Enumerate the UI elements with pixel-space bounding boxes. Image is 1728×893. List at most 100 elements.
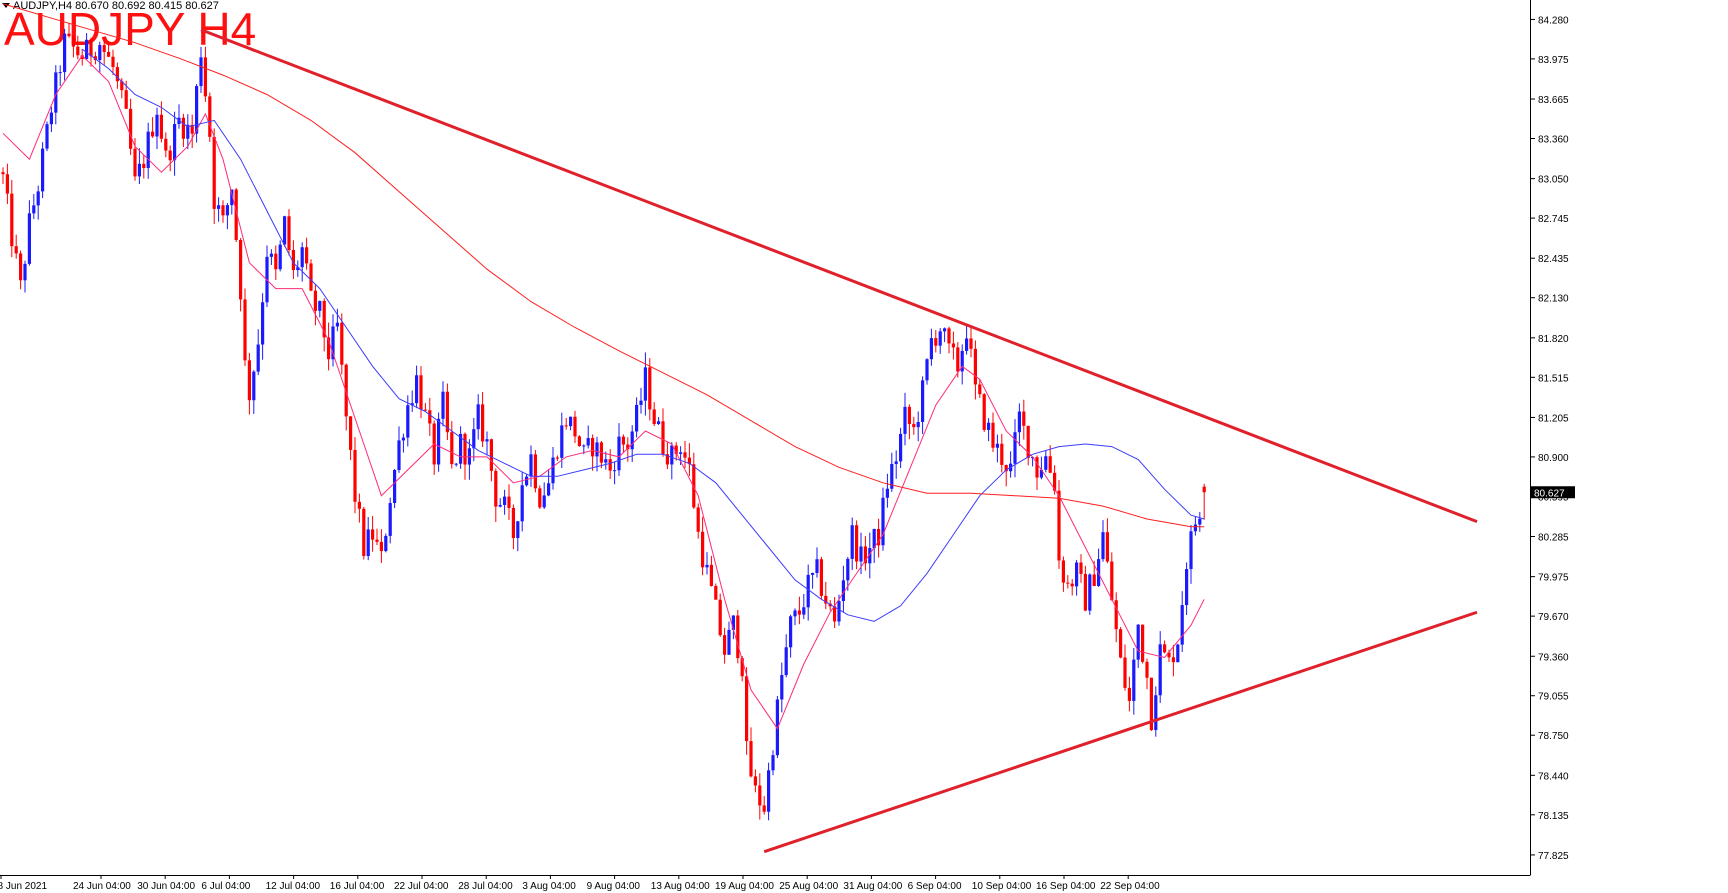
candle [1127, 676, 1131, 712]
candle [806, 564, 810, 621]
y-tick-label: 81.515 [1538, 373, 1569, 384]
candle [819, 556, 823, 599]
candle [991, 412, 995, 453]
candle-body [41, 148, 45, 192]
candle [555, 455, 559, 461]
candle-body [846, 558, 850, 581]
candle [63, 28, 67, 81]
candle [542, 482, 546, 509]
candle-body [309, 263, 313, 291]
candle-body [437, 418, 441, 465]
candle [142, 154, 146, 179]
y-tick-label: 80.285 [1538, 533, 1569, 544]
candle-body [582, 445, 586, 447]
candle [93, 51, 97, 65]
candle-body [1119, 629, 1123, 658]
candle-body [485, 439, 489, 442]
candle-body [635, 404, 639, 432]
candle-body [54, 72, 58, 113]
candle-body [775, 699, 779, 756]
upper-trendline [200, 28, 1478, 524]
candle [925, 358, 929, 385]
candle-body [727, 629, 731, 655]
ma-fast-line [2, 54, 1205, 730]
candle-body [943, 328, 947, 332]
candle [67, 22, 71, 38]
candle [89, 37, 93, 67]
candle [1198, 512, 1202, 532]
candle [718, 593, 722, 637]
chart-title: AUDJPY H4 [4, 3, 257, 55]
candle-body [639, 400, 643, 405]
candle-body [542, 495, 546, 508]
candle [657, 417, 661, 426]
candle-body [340, 322, 344, 365]
candle [921, 376, 925, 435]
candle-body [313, 290, 317, 311]
candle-body [1136, 624, 1140, 660]
candle-body [155, 114, 159, 137]
candle-body [129, 108, 133, 149]
candle [375, 528, 379, 545]
candle-body [1105, 532, 1109, 562]
candle [1101, 520, 1105, 562]
candle [335, 308, 339, 332]
candle-body [665, 454, 669, 465]
candle [753, 769, 757, 793]
dropdown-arrow-icon[interactable] [2, 3, 10, 8]
x-tick-label: 6 Jul 04:00 [201, 881, 250, 892]
candle [274, 245, 278, 281]
candle [450, 421, 454, 469]
candle [481, 392, 485, 447]
candle-body [815, 559, 819, 573]
candle-body [934, 338, 938, 346]
candle [32, 193, 36, 220]
candle [643, 352, 647, 416]
candle-body [441, 391, 445, 419]
candle [234, 188, 238, 243]
candle [635, 397, 639, 438]
candle-body [529, 454, 533, 477]
candle-body [520, 485, 524, 522]
candle-body [1075, 562, 1079, 587]
candle-body [731, 615, 735, 630]
candle [58, 65, 62, 86]
candle [714, 583, 718, 600]
y-tick-label: 82.130 [1538, 294, 1569, 305]
candle [824, 581, 828, 610]
candle-body [947, 328, 951, 344]
candle [929, 328, 933, 366]
candle-body [991, 422, 995, 448]
candle-body [705, 564, 709, 568]
candle-body [124, 90, 128, 109]
candle [586, 425, 590, 449]
candle-body [80, 55, 84, 60]
candle-body [269, 253, 273, 257]
candle [415, 365, 419, 409]
candle [727, 621, 731, 655]
y-tick-label: 79.360 [1538, 652, 1569, 663]
candle-body [1088, 574, 1092, 611]
candle-body [463, 433, 467, 465]
candle-body [595, 442, 599, 457]
candle-body [27, 213, 31, 264]
candle [591, 434, 595, 471]
candle [577, 435, 581, 447]
candle-body [657, 421, 661, 425]
candle-body [146, 131, 150, 169]
candle [344, 363, 348, 431]
candle-body [459, 433, 463, 464]
candles-layer [1, 22, 1206, 821]
candle [102, 36, 106, 66]
candle [243, 288, 247, 366]
candle [14, 234, 18, 259]
candle-body [137, 163, 141, 177]
candle-body [151, 131, 155, 137]
candle [129, 98, 133, 155]
candle-body [855, 525, 859, 562]
candle [199, 46, 203, 93]
candle-body [401, 437, 405, 441]
candle [1154, 686, 1158, 737]
